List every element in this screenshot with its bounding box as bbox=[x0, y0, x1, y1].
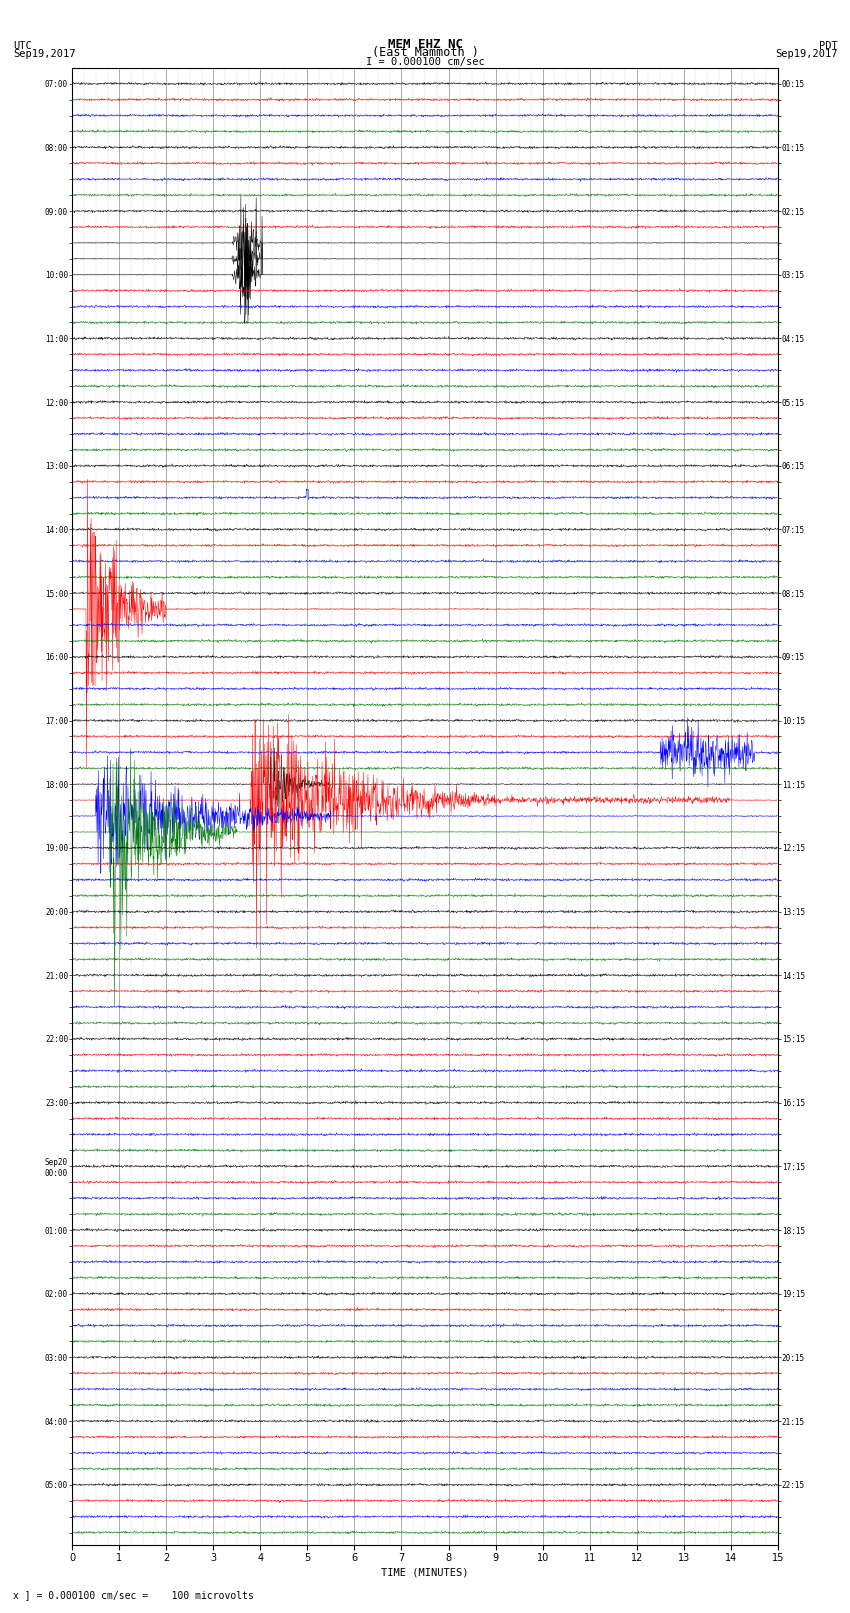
Text: I = 0.000100 cm/sec: I = 0.000100 cm/sec bbox=[366, 56, 484, 66]
Text: MEM EHZ NC: MEM EHZ NC bbox=[388, 37, 462, 50]
Text: Sep19,2017: Sep19,2017 bbox=[13, 48, 76, 58]
Text: Sep19,2017: Sep19,2017 bbox=[774, 48, 837, 58]
X-axis label: TIME (MINUTES): TIME (MINUTES) bbox=[382, 1568, 468, 1578]
Text: (East Mammoth ): (East Mammoth ) bbox=[371, 45, 479, 58]
Text: x ] = 0.000100 cm/sec =    100 microvolts: x ] = 0.000100 cm/sec = 100 microvolts bbox=[13, 1590, 253, 1600]
Text: PDT: PDT bbox=[819, 40, 837, 50]
Text: UTC: UTC bbox=[13, 40, 31, 50]
